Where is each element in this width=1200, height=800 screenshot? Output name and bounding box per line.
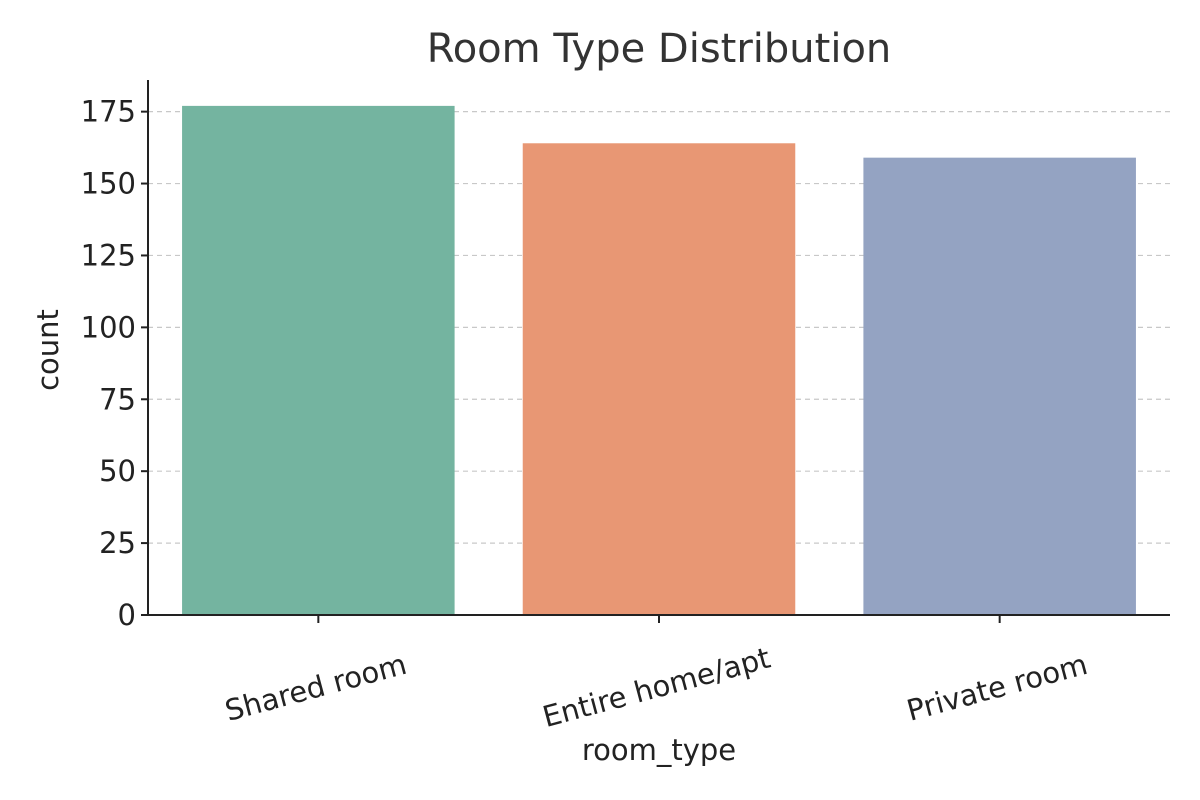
y-tick-label: 75 bbox=[99, 382, 136, 416]
y-axis-label: count bbox=[31, 309, 65, 391]
bar-2 bbox=[863, 157, 1136, 615]
x-axis-label: room_type bbox=[582, 733, 736, 767]
x-tick-label: Private room bbox=[903, 647, 1091, 728]
bars bbox=[182, 105, 1136, 616]
y-tick-label: 175 bbox=[81, 95, 136, 129]
x-ticks: Shared room Entire home/apt Private room bbox=[221, 615, 1091, 734]
bar-1 bbox=[522, 143, 796, 615]
bar-0 bbox=[182, 105, 455, 616]
y-tick-label: 50 bbox=[99, 454, 136, 488]
y-tick-label: 150 bbox=[81, 167, 136, 201]
y-ticks: 0 25 50 75 100 125 150 175 bbox=[81, 95, 148, 632]
x-tick-label: Shared room bbox=[221, 647, 410, 728]
x-tick-label: Entire home/apt bbox=[539, 641, 774, 734]
y-tick-label: 0 bbox=[118, 598, 136, 632]
y-tick-label: 100 bbox=[81, 310, 136, 344]
y-tick-label: 25 bbox=[99, 526, 136, 560]
y-tick-label: 125 bbox=[81, 238, 136, 272]
chart-title: Room Type Distribution bbox=[427, 26, 892, 72]
